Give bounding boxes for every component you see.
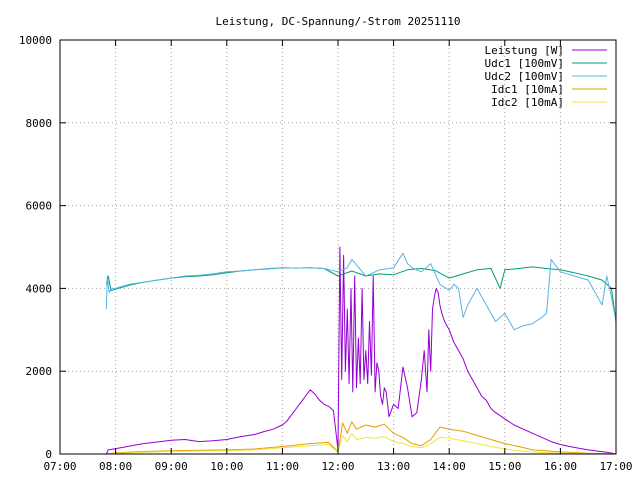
x-tick-label: 10:00 <box>210 460 243 473</box>
x-tick-label: 17:00 <box>599 460 632 473</box>
axis-ticks: 07:00 08:00 09:00 10:00 11:00 12:00 13:00 14:00… <box>19 34 633 473</box>
chart-title: Leistung, DC-Spannung/-Strom 20251110 <box>215 15 460 28</box>
x-tick-label: 16:00 <box>544 460 577 473</box>
series-line-leistung <box>105 246 617 455</box>
y-tick-label: 6000 <box>26 200 53 213</box>
x-tick-label: 09:00 <box>155 460 188 473</box>
plot-series <box>105 246 617 455</box>
series-line-idc1 <box>106 421 617 455</box>
legend-label: Idc1 [10mA] <box>491 83 564 96</box>
series-line-udc2 <box>105 252 617 331</box>
x-tick-label: 13:00 <box>377 460 410 473</box>
y-tick-label: 4000 <box>26 282 53 295</box>
grid <box>60 40 616 454</box>
legend: Leistung [W]Udc1 [100mV]Udc2 [100mV]Idc1… <box>485 44 607 109</box>
series-line-idc2 <box>106 432 617 455</box>
x-tick-label: 11:00 <box>266 460 299 473</box>
y-tick-label: 2000 <box>26 365 53 378</box>
y-tick-label: 8000 <box>26 117 53 130</box>
x-tick-label: 07:00 <box>43 460 76 473</box>
legend-label: Idc2 [10mA] <box>491 96 564 109</box>
legend-label: Udc1 [100mV] <box>485 57 564 70</box>
x-tick-label: 15:00 <box>488 460 521 473</box>
y-tick-label: 0 <box>45 448 52 461</box>
y-tick-label: 10000 <box>19 34 52 47</box>
legend-label: Leistung [W] <box>485 44 564 57</box>
legend-label: Udc2 [100mV] <box>485 70 564 83</box>
x-tick-label: 12:00 <box>321 460 354 473</box>
x-tick-label: 08:00 <box>99 460 132 473</box>
x-tick-label: 14:00 <box>433 460 466 473</box>
